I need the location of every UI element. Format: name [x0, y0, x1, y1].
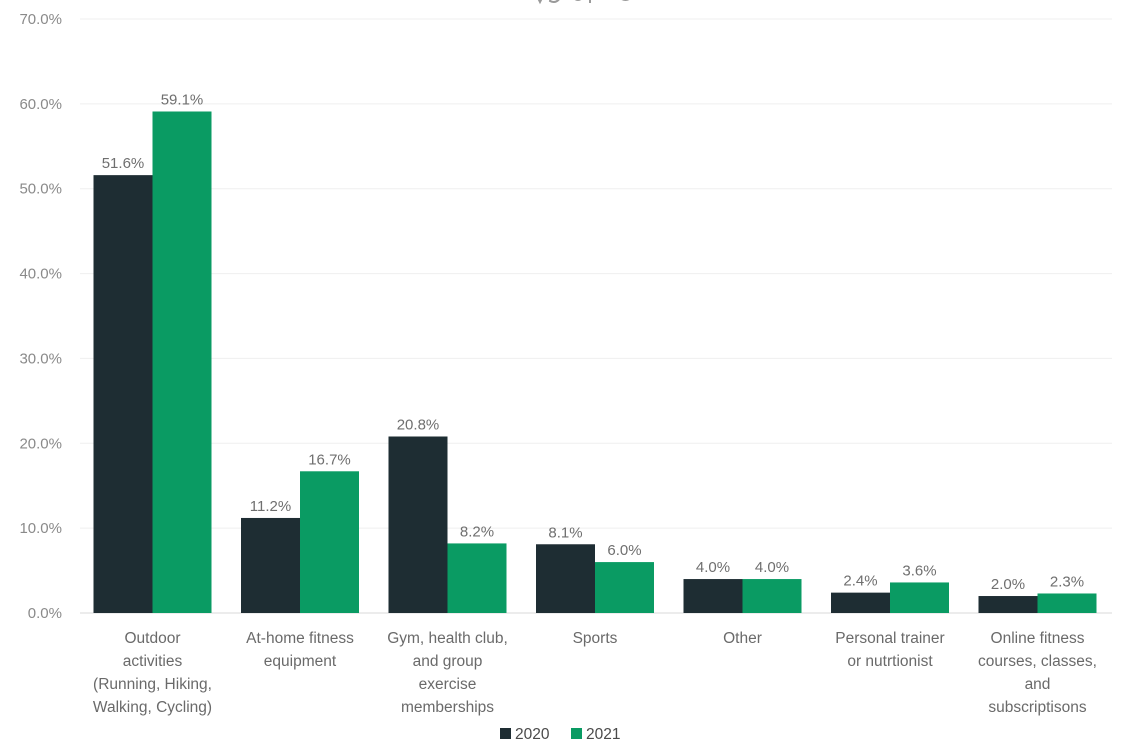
legend-label-2020: 2020: [515, 726, 550, 743]
category-label-line: exercise: [419, 676, 477, 693]
y-tick-label: 30.0%: [19, 350, 62, 367]
category-label-5: Personal trainer or nutrtionist: [835, 630, 944, 670]
bar-2020-2: [388, 436, 448, 613]
category-label-line: equipment: [264, 653, 337, 670]
y-tick-label: 70.0%: [19, 11, 62, 28]
bar-2020-6: [978, 596, 1038, 613]
category-label-line: Personal trainer: [835, 630, 944, 647]
bar-2020-0: [93, 175, 153, 613]
data-labels: 51.6% 11.2% 20.8% 8.1% 4.0% 2.4% 2.0% 59.1% 16.7…: [102, 91, 1084, 593]
data-label-2020-6: 2.0%: [991, 576, 1025, 593]
category-label-6: Online fitness courses, classes, and subscr…: [978, 630, 1097, 716]
category-label-line: activities: [123, 653, 183, 670]
y-axis-ticks: 0.0% 10.0% 20.0% 30.0% 40.0% 50.0% 60.0% 70.0%: [19, 11, 62, 622]
bar-2021-5: [890, 582, 949, 613]
category-label-line: or nutrtionist: [847, 653, 933, 670]
bar-2020-1: [241, 517, 300, 613]
bar-2021-1: [300, 471, 359, 613]
category-label-line: Walking, Cycling): [93, 699, 212, 716]
bar-2020-3: [536, 544, 595, 613]
category-label-2: Gym, health club, and group exercise member…: [387, 630, 508, 716]
y-tick-label: 60.0%: [19, 96, 62, 113]
category-label-line: and: [1025, 676, 1051, 693]
data-label-2020-1: 11.2%: [250, 498, 291, 515]
data-label-2021-4: 4.0%: [755, 559, 789, 576]
legend-swatch-2020: [500, 728, 511, 739]
category-label-line: memberships: [401, 699, 494, 716]
data-label-2021-3: 6.0%: [607, 542, 641, 559]
category-label-0: Outdoor activities (Running, Hiking, Walkin…: [93, 630, 212, 716]
bar-2021-2: [447, 543, 507, 613]
y-tick-label: 20.0%: [19, 435, 62, 452]
category-label-line: At-home fitness: [246, 630, 354, 647]
category-label-line: courses, classes,: [978, 653, 1097, 670]
gridlines: [80, 18, 1112, 529]
category-label-line: Gym, health club,: [387, 630, 508, 647]
data-label-2020-2: 20.8%: [397, 416, 440, 433]
data-label-2021-6: 2.3%: [1050, 573, 1084, 590]
data-label-2021-1: 16.7%: [308, 451, 351, 468]
data-label-2021-0: 59.1%: [161, 91, 204, 108]
category-labels: Outdoor activities (Running, Hiking, Walkin…: [93, 630, 1097, 716]
category-label-4: Other: [723, 630, 762, 647]
data-label-2020-5: 2.4%: [843, 573, 877, 590]
bar-2021-6: [1037, 593, 1097, 613]
legend-label-2021: 2021: [586, 726, 620, 743]
data-label-2021-2: 8.2%: [460, 523, 494, 540]
legend: 2020 2021: [500, 726, 620, 743]
category-label-1: At-home fitness equipment: [246, 630, 354, 670]
bar-2020-5: [831, 592, 890, 613]
category-label-line: Online fitness: [991, 630, 1085, 647]
bar-2020-4: [683, 579, 743, 613]
bars: [93, 111, 1097, 613]
cropped-title-fragment: [537, 0, 630, 5]
category-label-3: Sports: [573, 630, 618, 647]
y-tick-label: 0.0%: [28, 605, 62, 622]
y-tick-label: 50.0%: [19, 181, 62, 198]
category-label-line: subscriptisons: [988, 699, 1086, 716]
bar-2021-0: [152, 111, 212, 613]
category-label-line: Sports: [573, 630, 618, 647]
data-label-2020-0: 51.6%: [102, 155, 145, 172]
category-label-line: (Running, Hiking,: [93, 676, 212, 693]
category-label-line: Other: [723, 630, 762, 647]
legend-swatch-2021: [571, 728, 582, 739]
y-tick-label: 40.0%: [19, 266, 62, 283]
y-tick-label: 10.0%: [19, 520, 62, 537]
data-label-2020-3: 8.1%: [548, 524, 582, 541]
data-label-2020-4: 4.0%: [696, 559, 730, 576]
data-label-2021-5: 3.6%: [902, 562, 936, 579]
category-label-line: Outdoor: [124, 630, 180, 647]
bar-2021-3: [595, 562, 654, 613]
category-label-line: and group: [413, 653, 483, 670]
bar-2021-4: [742, 579, 802, 613]
